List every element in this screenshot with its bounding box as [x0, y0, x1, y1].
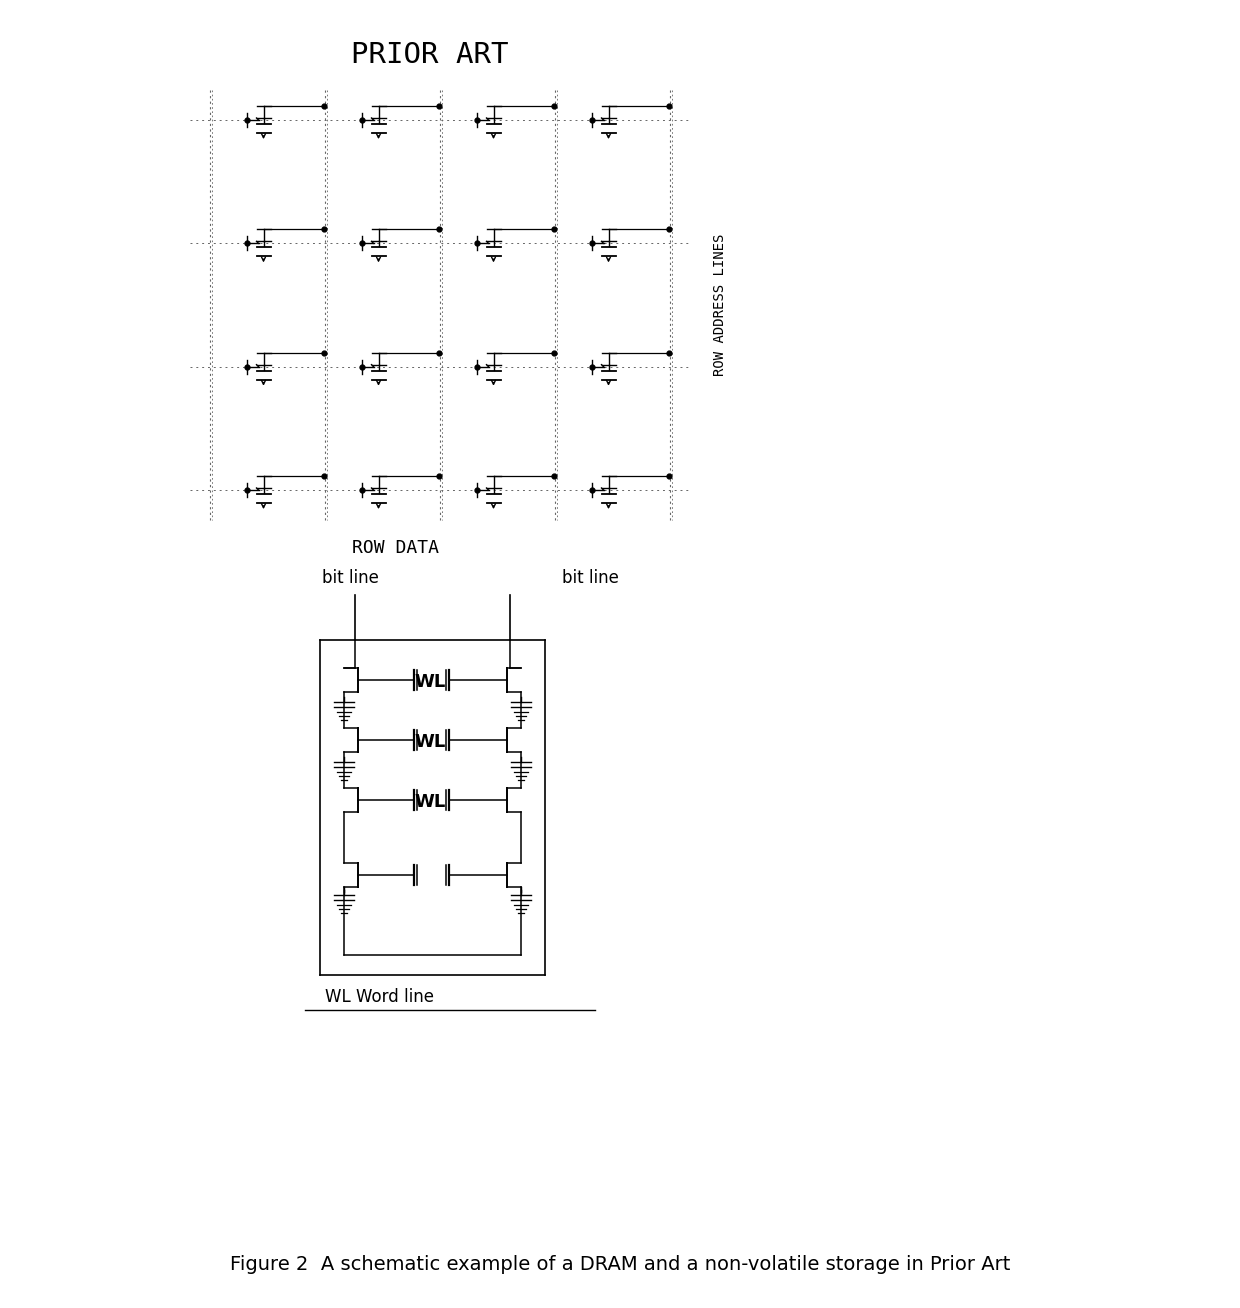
Text: PRIOR ART: PRIOR ART [351, 41, 508, 69]
Text: bit line: bit line [321, 569, 378, 587]
Text: ROW DATA: ROW DATA [351, 539, 439, 557]
Text: WL Word line: WL Word line [325, 988, 434, 1006]
Text: ROW ADDRESS LINES: ROW ADDRESS LINES [713, 234, 727, 377]
Text: Figure 2  A schematic example of a DRAM and a non-volatile storage in Prior Art: Figure 2 A schematic example of a DRAM a… [229, 1256, 1011, 1274]
Text: WL: WL [415, 674, 446, 691]
Text: WL: WL [415, 793, 446, 811]
Text: WL: WL [415, 732, 446, 751]
Text: bit line: bit line [562, 569, 619, 587]
